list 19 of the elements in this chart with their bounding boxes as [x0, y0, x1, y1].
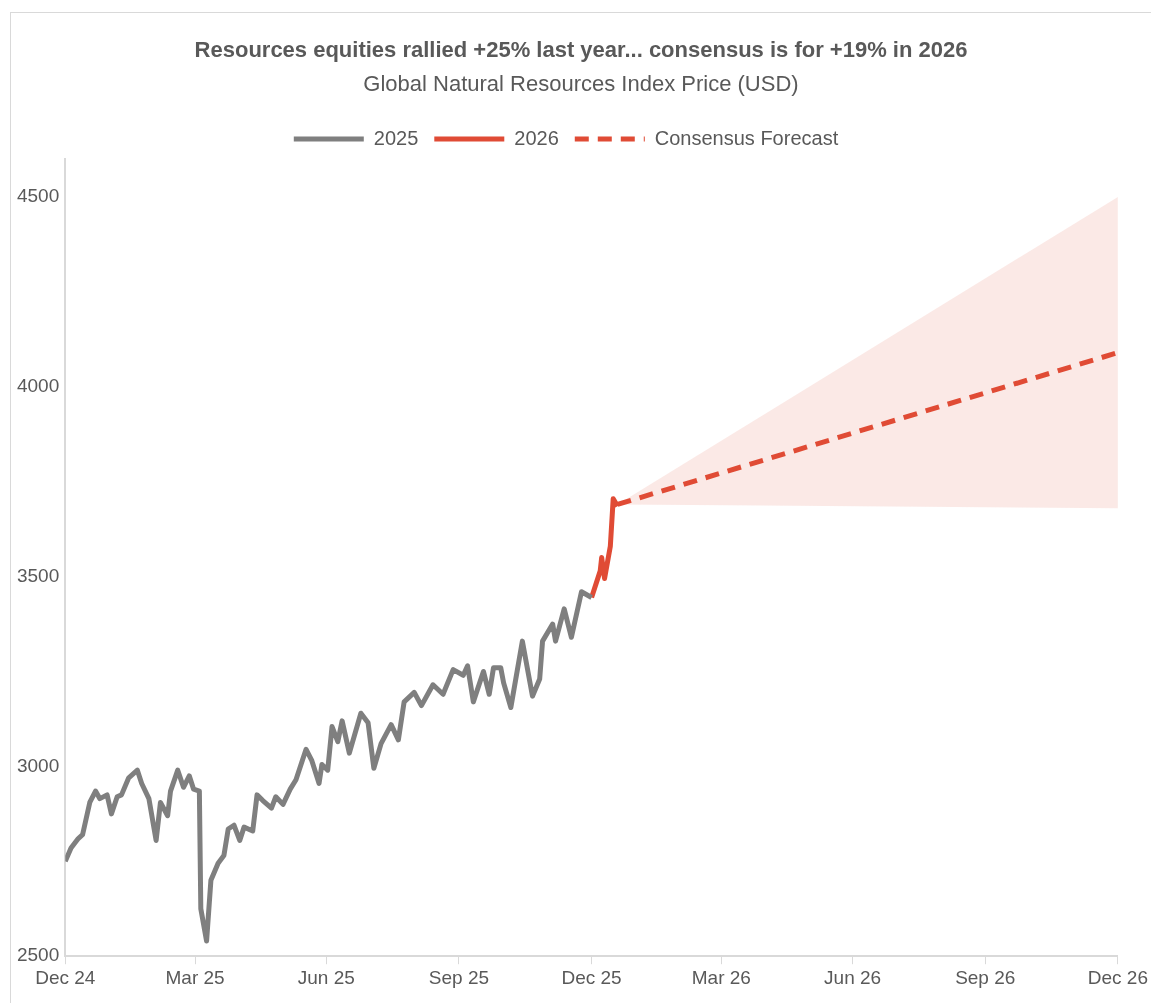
- chart-title: Resources equities rallied +25% last year... consensus is for +19% in 2026: [193, 37, 969, 63]
- legend-label: 2025: [373, 126, 419, 149]
- x-tick-label: Jun 25: [297, 966, 355, 988]
- x-tick-label: Dec 24: [35, 966, 96, 988]
- y-tick-label: 4500: [16, 185, 60, 207]
- x-tick-label: Mar 25: [165, 966, 225, 988]
- chart-subtitle: Global Natural Resources Index Price (USD): [362, 71, 800, 97]
- y-tick-label: 2500: [16, 944, 60, 966]
- legend-label: Consensus Forecast: [654, 126, 839, 149]
- x-tick-label: Jun 26: [824, 966, 882, 988]
- y-tick-label: 3000: [16, 754, 60, 776]
- y-tick-label: 4000: [16, 375, 60, 397]
- legend-label: 2026: [514, 126, 559, 149]
- x-tick-label: Mar 26: [691, 966, 751, 988]
- x-tick-label: Dec 26: [1087, 966, 1148, 988]
- x-tick-label: Sep 25: [428, 966, 490, 988]
- y-tick-label: 3500: [16, 564, 60, 586]
- x-tick-label: Sep 26: [955, 966, 1016, 988]
- x-tick-label: Dec 25: [561, 966, 622, 988]
